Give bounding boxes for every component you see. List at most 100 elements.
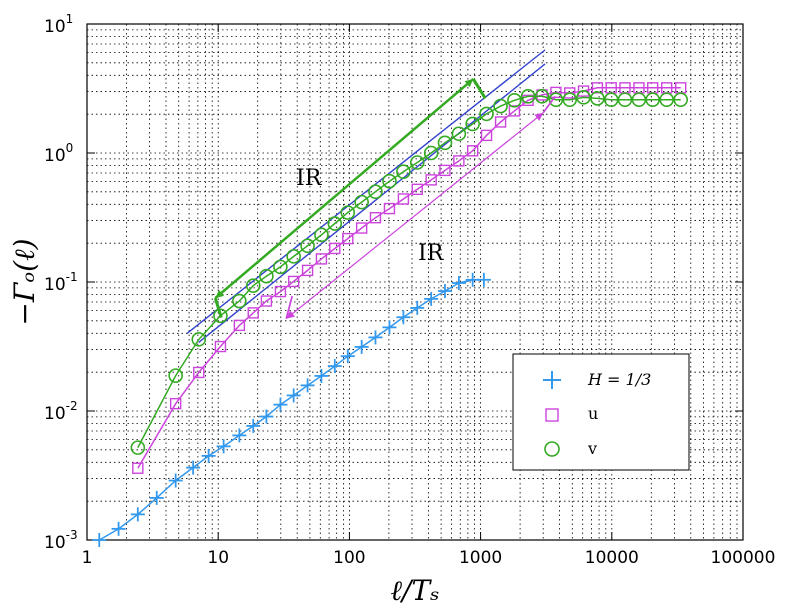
square-marker [132,462,144,474]
square-marker [355,222,368,234]
annotation-ir-v: IR [296,166,323,191]
arrowhead-right [534,112,544,121]
plus-marker [354,339,369,354]
legend-label-v: v [587,439,597,458]
arrowhead-right [464,78,474,88]
legend-label-h: H = 1/3 [587,370,651,389]
v-series-line [137,95,681,448]
square-marker [591,82,604,94]
ir-range-arrow-u [285,95,556,320]
circle-marker [437,135,453,151]
plus-marker [476,272,491,287]
plus-marker [246,418,261,433]
circle-marker [493,98,508,114]
data-series [92,82,688,547]
circle-marker [327,216,343,231]
circle-marker [562,92,578,107]
circle-marker [409,155,425,170]
circle-marker [286,249,301,264]
plus-marker [382,320,397,335]
circle-marker [465,116,480,132]
plus-marker [259,409,274,424]
x-tick-label: 1 [82,548,93,568]
x-axis-title: ℓ/Tₛ [390,574,439,607]
circle-marker [673,92,688,107]
square-marker [397,193,410,205]
square-marker [550,86,562,99]
x-tick-label: 10 [207,548,229,568]
square-marker [494,116,507,128]
circle-marker [645,92,661,107]
y-tick-labels: 10-3 10-2 10-1 100 101 [44,12,78,553]
circle-marker [534,89,550,104]
circle-marker [590,91,605,106]
square-marker [193,366,205,379]
square-marker [287,275,300,288]
plus-marker [168,473,183,488]
square-marker [315,253,328,265]
circle-marker [382,173,397,189]
circle-marker [300,238,315,254]
x-tick-label: 100 [333,548,365,568]
plus-marker [149,490,164,505]
square-marker [633,82,645,94]
circle-marker [479,106,494,122]
square-marker [169,397,182,410]
range-shaft [214,77,475,300]
y-tick-label: 100 [44,141,73,166]
circle-marker [576,90,591,105]
plus-marker [273,397,288,412]
square-marker [619,82,631,94]
circle-marker [659,92,674,107]
arrowhead-left [215,289,224,299]
plus-marker [92,533,107,547]
range-end-tick-left [213,297,223,319]
legend-box [512,353,690,471]
circle-marker [340,205,356,220]
circle-marker [232,293,247,309]
circle-marker [507,93,522,108]
circle-marker [548,92,564,107]
circle-marker [396,164,411,180]
u-series-line [137,87,681,469]
square-marker [508,105,521,117]
square-marker [233,319,246,332]
grid [87,24,743,540]
square-marker [466,145,479,157]
range-end-tick-right [472,78,487,100]
range-end-tick-right [542,95,556,114]
square-marker [480,129,493,142]
y-axis-title: −Γₒ(ℓ) [8,238,41,325]
circle-marker [451,126,467,142]
plus-marker [216,439,231,454]
y-tick-label: 10-1 [44,270,78,295]
plus-marker [201,448,216,463]
range-markers [213,77,556,320]
plus-marker [340,349,355,364]
square-marker [274,285,287,298]
circle-marker [245,278,261,293]
square-marker [301,264,314,277]
plus-marker [327,359,342,374]
circle-marker [213,308,228,324]
legend: H = 1/3 u v [512,353,690,471]
annotation-ir-u: IR [418,241,445,266]
legend-symbols [543,371,561,457]
legend-circle-icon [544,441,560,457]
circle-marker [130,440,146,455]
square-marker [260,295,273,307]
arrowhead-left [286,310,296,319]
plus-marker [130,507,145,522]
circle-marker [314,227,329,243]
square-marker [577,85,590,97]
plus-marker [396,310,411,325]
circle-marker [273,259,288,275]
plus-marker [451,276,466,291]
square-marker [342,232,354,245]
range-shaft [285,112,544,320]
circle-marker [191,332,207,347]
plus-marker [232,428,247,443]
square-marker [605,82,617,94]
plus-marker [314,368,329,383]
